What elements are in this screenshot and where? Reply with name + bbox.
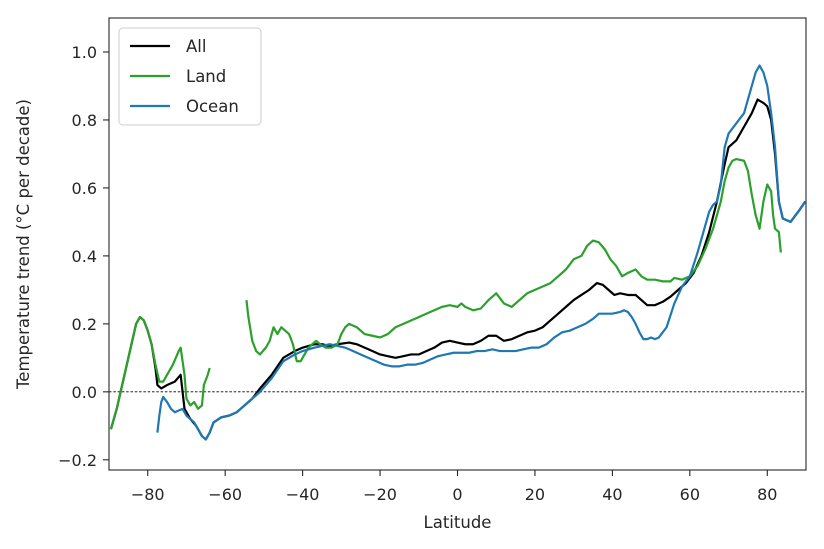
x-axis-ticks: −80 −60 −40 −20 0 20 40 60 80 (131, 470, 777, 504)
y-tick-label: 1.0 (72, 43, 97, 62)
x-tick-label: 20 (525, 485, 545, 504)
x-tick-label: 40 (602, 485, 622, 504)
x-tick-label: 0 (452, 485, 462, 504)
y-tick-label: 0.2 (72, 315, 97, 334)
legend: All Land Ocean (118, 27, 262, 126)
y-axis-ticks: −0.2 0.0 0.2 0.4 0.6 0.8 1.0 (58, 43, 109, 470)
x-axis-title: Latitude (424, 513, 492, 532)
plot-area (108, 17, 807, 471)
series-line-ocean-segment-1 (156, 64, 806, 441)
legend-label-all: All (186, 37, 206, 56)
y-tick-label: 0.4 (72, 247, 97, 266)
x-tick-label: −20 (363, 485, 397, 504)
y-tick-label: 0.8 (72, 111, 97, 130)
y-tick-label: −0.2 (58, 451, 97, 470)
series-lines (109, 64, 806, 441)
legend-box (118, 27, 262, 126)
x-tick-label: 80 (757, 485, 777, 504)
x-tick-label: −60 (208, 485, 242, 504)
legend-label-ocean: Ocean (186, 97, 239, 116)
x-tick-label: −80 (131, 485, 165, 504)
y-tick-label: 0.6 (72, 179, 97, 198)
y-tick-label: 0.0 (72, 383, 97, 402)
x-tick-label: −40 (286, 485, 320, 504)
series-line-land-segment-1 (109, 315, 211, 430)
y-axis-title: Temperature trend (°C per decade) (14, 99, 33, 390)
legend-label-land: Land (186, 67, 226, 86)
x-tick-label: 60 (680, 485, 700, 504)
